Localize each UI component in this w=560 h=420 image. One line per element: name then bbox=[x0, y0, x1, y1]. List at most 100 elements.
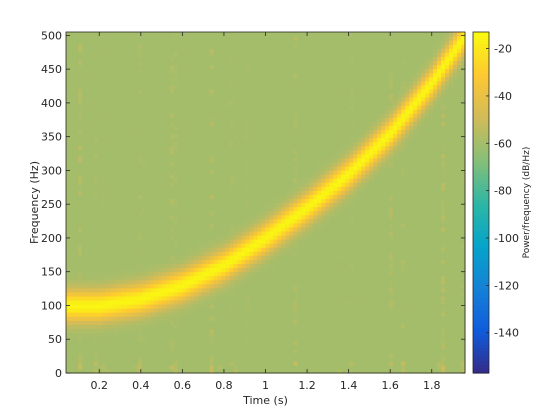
heatmap-cell bbox=[77, 157, 83, 163]
heatmap-cell bbox=[173, 299, 179, 305]
heatmap-cell bbox=[117, 320, 123, 325]
heatmap-cell bbox=[101, 170, 107, 175]
heatmap-cell bbox=[85, 145, 91, 151]
heatmap-cell bbox=[73, 247, 79, 252]
heatmap-cell bbox=[213, 214, 219, 220]
heatmap-cell bbox=[113, 239, 119, 244]
heatmap-cell bbox=[141, 44, 147, 49]
heatmap-cell bbox=[205, 72, 211, 78]
heatmap-cell bbox=[73, 145, 79, 151]
heatmap-cell bbox=[125, 182, 131, 187]
heatmap-cell bbox=[289, 48, 295, 53]
heatmap-cell bbox=[209, 344, 215, 350]
heatmap-cell bbox=[161, 291, 167, 297]
heatmap-cell bbox=[257, 210, 263, 216]
heatmap-cell bbox=[293, 170, 299, 175]
heatmap-cell bbox=[161, 259, 167, 264]
heatmap-cell bbox=[105, 88, 111, 94]
heatmap-cell bbox=[209, 275, 215, 281]
heatmap-cell bbox=[221, 364, 227, 370]
heatmap-cell bbox=[213, 251, 219, 256]
heatmap-cell bbox=[109, 194, 115, 200]
heatmap-cell bbox=[249, 336, 255, 342]
heatmap-cell bbox=[249, 344, 255, 350]
heatmap-cell bbox=[205, 283, 211, 289]
heatmap-cell bbox=[209, 92, 215, 98]
heatmap-cell bbox=[301, 222, 306, 228]
heatmap-cell bbox=[237, 56, 243, 62]
heatmap-cell bbox=[201, 308, 207, 313]
heatmap-cell bbox=[89, 320, 95, 325]
heatmap-cell bbox=[121, 72, 127, 78]
heatmap-cell bbox=[241, 291, 247, 297]
heatmap-cell bbox=[209, 80, 215, 86]
heatmap-cell bbox=[265, 165, 271, 171]
heatmap-cell bbox=[157, 320, 163, 325]
heatmap-cell bbox=[257, 88, 263, 94]
heatmap-cell bbox=[97, 64, 103, 70]
heatmap-cell bbox=[77, 186, 83, 191]
heatmap-cell bbox=[221, 295, 227, 301]
heatmap-cell bbox=[213, 52, 219, 57]
heatmap-cell bbox=[93, 125, 99, 131]
heatmap-cell bbox=[93, 32, 99, 37]
heatmap-cell bbox=[185, 56, 191, 62]
heatmap-cell bbox=[137, 234, 143, 240]
heatmap-cell bbox=[241, 88, 247, 94]
heatmap-cell bbox=[125, 52, 131, 57]
heatmap-cell bbox=[225, 206, 231, 212]
heatmap-cell bbox=[293, 72, 299, 78]
heatmap-cell bbox=[209, 56, 215, 62]
heatmap-cell bbox=[117, 234, 123, 240]
heatmap-cell bbox=[281, 133, 287, 139]
heatmap-cell bbox=[145, 194, 151, 200]
heatmap-cell bbox=[177, 32, 183, 37]
heatmap-cell bbox=[153, 356, 159, 362]
heatmap-cell bbox=[109, 324, 115, 329]
heatmap-cell bbox=[145, 275, 151, 281]
heatmap-cell bbox=[197, 295, 203, 301]
heatmap-cell bbox=[301, 239, 306, 244]
heatmap-cell bbox=[241, 84, 247, 90]
heatmap-cell bbox=[177, 36, 183, 41]
heatmap-cell bbox=[229, 178, 235, 183]
heatmap-cell bbox=[269, 344, 275, 350]
heatmap-cell bbox=[153, 320, 159, 325]
heatmap-cell bbox=[193, 352, 199, 358]
heatmap-cell bbox=[81, 133, 87, 139]
heatmap-cell bbox=[273, 178, 279, 183]
heatmap-cell bbox=[245, 129, 251, 135]
heatmap-cell bbox=[221, 352, 227, 358]
heatmap-cell bbox=[229, 332, 235, 338]
heatmap-cell bbox=[73, 255, 79, 260]
heatmap-cell bbox=[69, 129, 75, 135]
heatmap-cell bbox=[277, 88, 283, 94]
heatmap-cell bbox=[145, 202, 151, 208]
heatmap-cell bbox=[261, 344, 267, 350]
heatmap-cell bbox=[193, 109, 199, 114]
heatmap-cell bbox=[173, 157, 179, 163]
heatmap-cell bbox=[73, 88, 79, 94]
heatmap-cell bbox=[169, 36, 175, 41]
heatmap-cell bbox=[281, 287, 287, 293]
heatmap-cell bbox=[221, 64, 227, 70]
heatmap-cell bbox=[181, 303, 187, 309]
heatmap-cell bbox=[137, 291, 143, 297]
heatmap-cell bbox=[89, 182, 95, 187]
heatmap-cell bbox=[241, 182, 247, 187]
heatmap-cell bbox=[81, 206, 87, 212]
heatmap-cell bbox=[205, 328, 211, 334]
heatmap-cell bbox=[125, 68, 131, 74]
heatmap-cell bbox=[293, 312, 299, 317]
heatmap-cell bbox=[177, 125, 183, 131]
heatmap-cell bbox=[66, 279, 71, 285]
heatmap-cell bbox=[213, 210, 219, 216]
heatmap-cell bbox=[97, 308, 103, 313]
heatmap-cell bbox=[137, 320, 143, 325]
heatmap-cell bbox=[93, 186, 99, 191]
heatmap-cell bbox=[157, 88, 163, 94]
heatmap-cell bbox=[117, 174, 123, 179]
heatmap-cell bbox=[277, 133, 283, 139]
heatmap-cell bbox=[265, 352, 271, 358]
heatmap-cell bbox=[217, 133, 223, 139]
